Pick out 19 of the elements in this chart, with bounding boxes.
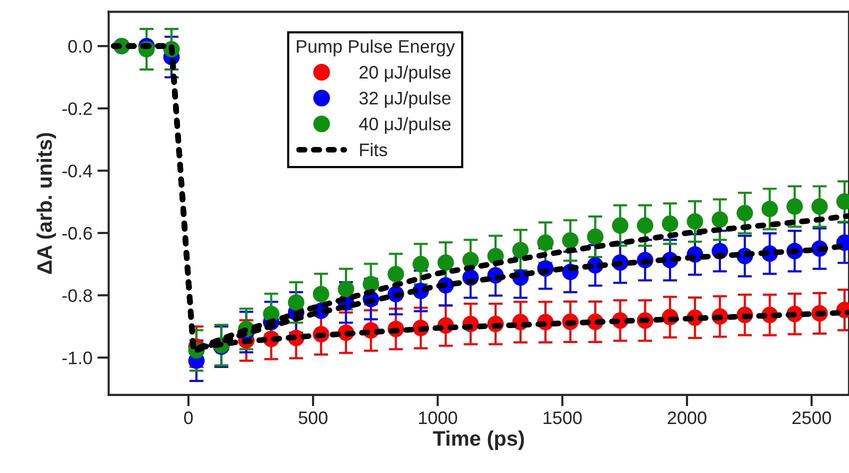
y-tick-label: -0.4 <box>62 164 92 178</box>
x-tick-label: 1000 <box>419 411 458 424</box>
x-tick-label: 2000 <box>668 411 706 424</box>
y-axis-title: ΔA (arb. units) <box>36 133 56 274</box>
y-tick-label: -0.6 <box>62 226 92 240</box>
x-tick-label: 500 <box>298 411 328 424</box>
y-tick-label: -1.0 <box>62 352 92 364</box>
legend-title: Pump Pulse Energy <box>296 40 455 56</box>
x-tick-label: 0 <box>184 411 193 424</box>
legend-label: 40 μJ/pulse <box>359 117 451 134</box>
legend-label: 20 μJ/pulse <box>360 65 451 82</box>
x-tick-label: 1500 <box>544 411 582 424</box>
y-tick-label: -0.8 <box>62 289 92 302</box>
x-tick-label: 2500 <box>792 411 831 424</box>
x-axis-title: Time (ps) <box>432 430 524 450</box>
legend-label: 32 μJ/pulse <box>359 91 451 108</box>
legend-label: Fits <box>360 143 388 156</box>
y-tick-label: 0.0 <box>68 40 92 53</box>
y-tick-label: -0.2 <box>62 102 92 116</box>
